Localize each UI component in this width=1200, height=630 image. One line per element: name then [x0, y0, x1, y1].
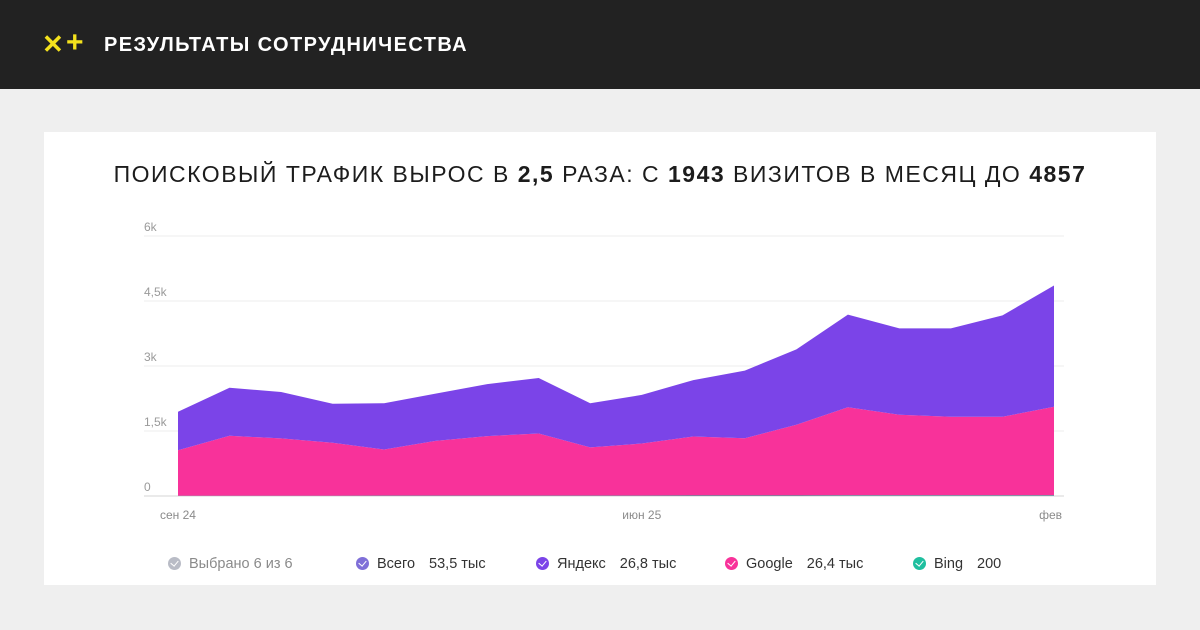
y-tick-label: 0 — [144, 480, 151, 494]
legend-value: 26,4 тыс — [806, 556, 864, 572]
top-bar: ✕ + РЕЗУЛЬТАТЫ СОТРУДНИЧЕСТВА — [0, 0, 1200, 89]
legend-label: Выбрано 6 из 6 — [189, 556, 293, 572]
chart-headline: ПОИСКОВЫЙ ТРАФИК ВЫРОС В 2,5 РАЗА: С 194… — [44, 160, 1156, 188]
page-title: РЕЗУЛЬТАТЫ СОТРУДНИЧЕСТВА — [104, 34, 469, 56]
legend-item[interactable]: Google 26,4 тыс — [725, 555, 863, 573]
legend-label: Bing — [934, 556, 964, 572]
legend-label: Google — [746, 556, 793, 572]
legend-item[interactable]: Всего 53,5 тыс — [356, 555, 486, 573]
legend-value: 26,8 тыс — [619, 556, 677, 572]
legend-item[interactable]: Выбрано 6 из 6 — [168, 555, 293, 573]
headline-text: ПОИСКОВЫЙ ТРАФИК ВЫРОС В — [113, 161, 518, 187]
checkbox-icon[interactable] — [536, 557, 549, 570]
headline-to-value: 4857 — [1029, 161, 1087, 187]
checkbox-icon[interactable] — [913, 557, 926, 570]
x-tick-label: июн 25 — [622, 508, 661, 522]
traffic-area-chart: 0 1,5k 3k 4,5k 6k сен 24 июн 25 фев — [144, 220, 1064, 522]
y-tick-label: 3k — [144, 350, 158, 364]
checkbox-icon[interactable] — [356, 557, 369, 570]
series-area-яндекс — [178, 285, 1054, 451]
checkbox-icon[interactable] — [168, 557, 181, 570]
y-tick-label: 1,5k — [144, 415, 168, 429]
series-area-bing — [178, 495, 1054, 496]
legend-label: Всего — [377, 556, 416, 572]
legend-item[interactable]: Bing 200 — [913, 555, 1001, 573]
x-tick-label: фев — [1039, 508, 1062, 522]
checkbox-icon[interactable] — [725, 557, 738, 570]
series-area-google — [178, 406, 1054, 496]
headline-factor: 2,5 — [517, 161, 555, 187]
y-tick-label: 6k — [144, 220, 158, 234]
legend-label: Яндекс — [557, 556, 606, 572]
plus-icon: + — [66, 26, 84, 59]
x-tick-label: сен 24 — [160, 508, 196, 522]
headline-text: РАЗА: С — [554, 161, 668, 187]
legend-item[interactable]: Яндекс 26,8 тыс — [536, 555, 676, 573]
legend-value: 200 — [977, 556, 1002, 572]
legend-value: 53,5 тыс — [429, 556, 486, 572]
y-tick-label: 4,5k — [144, 285, 168, 299]
headline-text: ВИЗИТОВ В МЕСЯЦ ДО — [725, 161, 1030, 187]
close-icon: ✕ — [42, 29, 64, 59]
chart-card: ПОИСКОВЫЙ ТРАФИК ВЫРОС В 2,5 РАЗА: С 194… — [44, 132, 1156, 585]
headline-from-value: 1943 — [668, 161, 726, 187]
